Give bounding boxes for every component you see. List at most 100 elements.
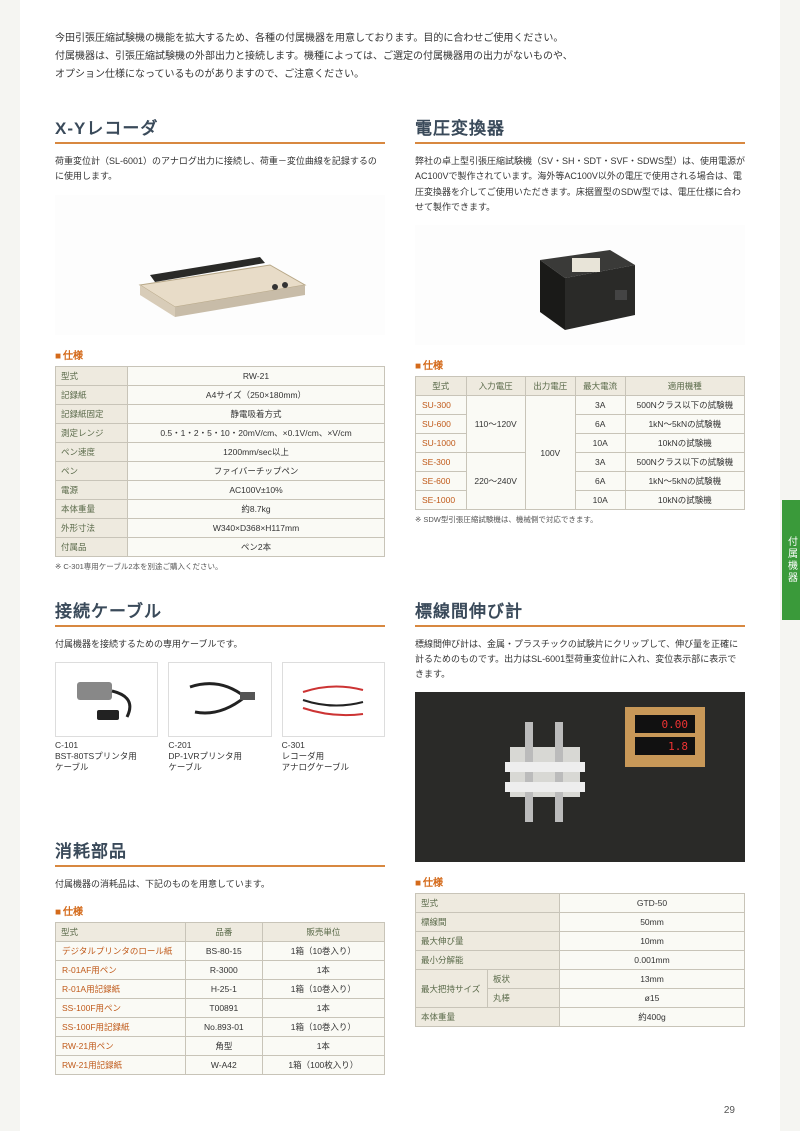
cell: T00891 xyxy=(186,998,263,1017)
section-title: X-Yレコーダ xyxy=(55,114,385,144)
svg-text:0.00: 0.00 xyxy=(662,718,689,731)
cell: RW-21用記録紙 xyxy=(56,1055,186,1074)
cell: 1箱（10巻入り） xyxy=(262,1017,384,1036)
section-consumables: 消耗部品 付属機器の消耗品は、下記のものを用意しています。 仕様 型式 品番 販… xyxy=(55,837,385,1074)
cell: 10kNの試験機 xyxy=(625,434,744,453)
cell: ペン速度 xyxy=(56,442,128,461)
cell: 1箱（10巻入り） xyxy=(262,979,384,998)
cell: 型式 xyxy=(56,366,128,385)
cell: 記録紙 xyxy=(56,385,128,404)
cable-label: DP-1VRプリンタ用 ケーブル xyxy=(168,751,271,773)
cell: 1kN～5kNの試験機 xyxy=(625,472,744,491)
cell: 1kN～5kNの試験機 xyxy=(625,415,744,434)
section-desc: 付属機器の消耗品は、下記のものを用意しています。 xyxy=(55,877,385,892)
svg-text:1.8: 1.8 xyxy=(668,740,688,753)
cell: 3A xyxy=(575,396,625,415)
recorder-image xyxy=(55,195,385,335)
cable-item: C-301 レコーダ用 アナログケーブル xyxy=(282,662,385,773)
intro-line: 付属機器は、引張圧縮試験機の外部出力と接続します。機種によっては、ご選定の付属機… xyxy=(55,48,745,66)
intro-line: オプション仕様になっているものがありますので、ご注意ください。 xyxy=(55,66,745,84)
section-desc: 荷重変位計（SL-6001）のアナログ出力に接続し、荷重－変位曲線を記録するのに… xyxy=(55,154,385,185)
cable-code: C-301 xyxy=(282,740,385,751)
cell: SS-100F用記録紙 xyxy=(56,1017,186,1036)
cell: 6A xyxy=(575,472,625,491)
cable-image xyxy=(168,662,271,737)
section-transformer: 電圧変換器 弊社の卓上型引張圧縮試験機（SV・SH・SDT・SVF・SDWS型）… xyxy=(415,114,745,572)
recorder-icon xyxy=(120,205,320,325)
spec-label: 仕様 xyxy=(55,347,385,362)
cell: SE-600 xyxy=(416,472,467,491)
page: 今田引張圧縮試験機の機能を拡大するため、各種の付属機器を用意しております。目的に… xyxy=(20,0,780,1131)
cell: 500Nクラス以下の試験機 xyxy=(625,396,744,415)
cell: 約8.7kg xyxy=(128,499,385,518)
transformer-spec-table: 型式 入力電圧 出力電圧 最大電流 適用機種 SU-300 110～120V 1… xyxy=(415,376,745,510)
cell: 型式 xyxy=(416,377,467,396)
section-recorder: X-Yレコーダ 荷重変位計（SL-6001）のアナログ出力に接続し、荷重－変位曲… xyxy=(55,114,385,572)
cell: 1本 xyxy=(262,998,384,1017)
recorder-spec-table: 型式 RW-21 記録紙A4サイズ（250×180mm） 記録紙固定静電吸着方式… xyxy=(55,366,385,557)
cell: 外形寸法 xyxy=(56,518,128,537)
section-title: 標線間伸び計 xyxy=(415,597,745,627)
footnote: ※ SDW型引張圧縮試験機は、機械側で対応できます。 xyxy=(415,514,745,525)
cell: 10A xyxy=(575,434,625,453)
cell: SS-100F用ペン xyxy=(56,998,186,1017)
cable-icon xyxy=(293,672,373,727)
cell: 6A xyxy=(575,415,625,434)
cable-label: レコーダ用 アナログケーブル xyxy=(282,751,385,773)
section-title: 消耗部品 xyxy=(55,837,385,867)
section-title: 電圧変換器 xyxy=(415,114,745,144)
row-3: 消耗部品 付属機器の消耗品は、下記のものを用意しています。 仕様 型式 品番 販… xyxy=(55,837,745,1099)
cable-label: BST-80TSプリンタ用 ケーブル xyxy=(55,751,158,773)
cell: RW-21 xyxy=(128,366,385,385)
cell: 500Nクラス以下の試験機 xyxy=(625,453,744,472)
section-title: 接続ケーブル xyxy=(55,597,385,627)
cell: 1200mm/sec以上 xyxy=(128,442,385,461)
spec-label: 仕様 xyxy=(55,903,385,918)
cell: 1箱（100枚入り） xyxy=(262,1055,384,1074)
cell: W340×D368×H117mm xyxy=(128,518,385,537)
section-desc: 付属機器を接続するための専用ケーブルです。 xyxy=(55,637,385,652)
cable-icon xyxy=(67,672,147,727)
cell: 0.5・1・2・5・10・20mV/cm、×0.1V/cm、×V/cm xyxy=(128,423,385,442)
consumables-spec-table: 型式 品番 販売単位 デジタルプリンタのロール紙BS-80-151箱（10巻入り… xyxy=(55,922,385,1075)
cell: H-25-1 xyxy=(186,979,263,998)
cell: 3A xyxy=(575,453,625,472)
cable-item: C-101 BST-80TSプリンタ用 ケーブル xyxy=(55,662,158,773)
spacer xyxy=(415,837,745,1099)
transformer-icon xyxy=(510,230,650,340)
cell: W-A42 xyxy=(186,1055,263,1074)
cell: 電源 xyxy=(56,480,128,499)
cable-image xyxy=(55,662,158,737)
cell: 型式 xyxy=(56,922,186,941)
cell: R-3000 xyxy=(186,960,263,979)
cable-item: C-201 DP-1VRプリンタ用 ケーブル xyxy=(168,662,271,773)
cell: ペン xyxy=(56,461,128,480)
cable-code: C-101 xyxy=(55,740,158,751)
cell: No.893-01 xyxy=(186,1017,263,1036)
extensometer-icon: 0.00 1.8 xyxy=(450,697,710,857)
intro-block: 今田引張圧縮試験機の機能を拡大するため、各種の付属機器を用意しております。目的に… xyxy=(55,30,745,84)
cell: 入力電圧 xyxy=(466,377,525,396)
cell: R-01A用記録紙 xyxy=(56,979,186,998)
cell: 本体重量 xyxy=(56,499,128,518)
section-desc: 弊社の卓上型引張圧縮試験機（SV・SH・SDT・SVF・SDWS型）は、使用電源… xyxy=(415,154,745,215)
cell: SU-300 xyxy=(416,396,467,415)
cell: 10kNの試験機 xyxy=(625,491,744,510)
transformer-image xyxy=(415,225,745,345)
cell: 販売単位 xyxy=(262,922,384,941)
cell: 1本 xyxy=(262,960,384,979)
page-number: 29 xyxy=(724,1105,735,1116)
cell: 1箱（10巻入り） xyxy=(262,941,384,960)
footnote: ※ C-301専用ケーブル2本を別途ご購入ください。 xyxy=(55,561,385,572)
cable-image xyxy=(282,662,385,737)
section-desc: 標線間伸び計は、金属・プラスチックの試験片にクリップして、伸び量を正確に計るため… xyxy=(415,637,745,683)
cell: ファイバーチップペン xyxy=(128,461,385,480)
cell: 付属品 xyxy=(56,537,128,556)
side-tab: 付属機器 xyxy=(782,500,800,620)
spec-label: 仕様 xyxy=(415,357,745,372)
row-1: X-Yレコーダ 荷重変位計（SL-6001）のアナログ出力に接続し、荷重－変位曲… xyxy=(55,114,745,597)
cell: 測定レンジ xyxy=(56,423,128,442)
cell: 1本 xyxy=(262,1036,384,1055)
intro-line: 今田引張圧縮試験機の機能を拡大するため、各種の付属機器を用意しております。目的に… xyxy=(55,30,745,48)
cell: 110～120V xyxy=(466,396,525,453)
